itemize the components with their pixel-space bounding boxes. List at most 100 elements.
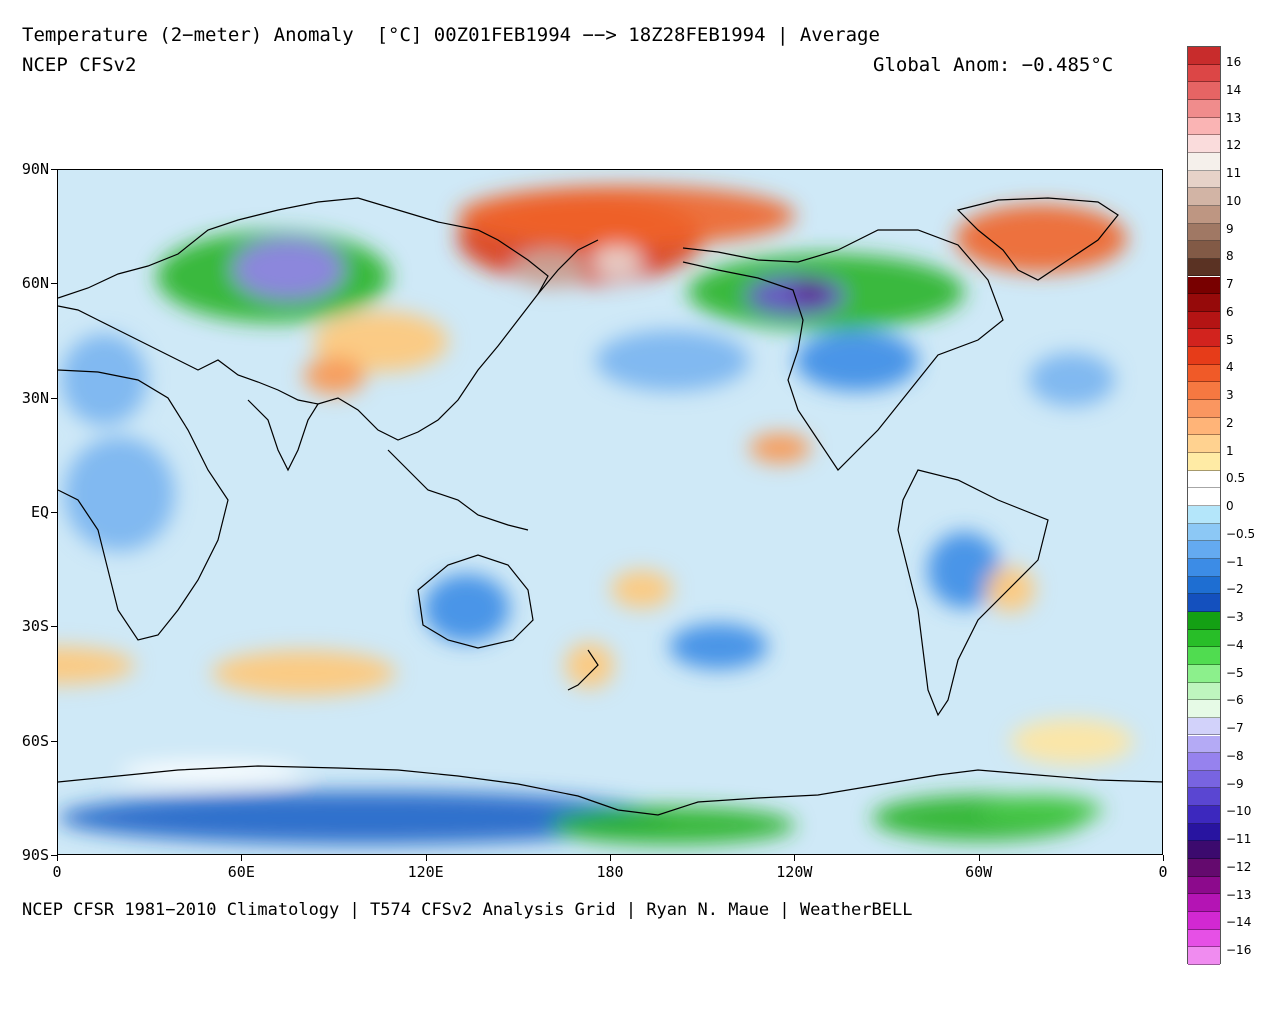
anomaly-region xyxy=(423,573,510,643)
legend-swatch xyxy=(1188,947,1220,965)
anomaly-region xyxy=(927,532,1002,609)
legend-swatch xyxy=(1188,753,1220,771)
india-outline xyxy=(247,399,319,472)
longitude-tick-label: 180 xyxy=(596,863,624,881)
legend-swatch xyxy=(1188,594,1220,612)
credits-footer: NCEP CFSR 1981−2010 Climatology | T574 C… xyxy=(22,900,913,920)
legend-swatch xyxy=(1188,912,1220,930)
legend-label: 12 xyxy=(1226,138,1242,153)
latitude-tick-label: 90S xyxy=(21,846,49,864)
latitude-tick xyxy=(51,397,57,399)
legend-label: −4 xyxy=(1226,637,1244,652)
latitude-tick xyxy=(51,855,57,856)
longitude-tick xyxy=(978,855,980,861)
anomaly-region xyxy=(749,432,811,464)
longitude-tick xyxy=(1163,855,1164,861)
legend-swatch xyxy=(1188,664,1220,683)
legend-label: −12 xyxy=(1226,859,1252,874)
anomaly-region xyxy=(312,311,449,372)
legend-swatch xyxy=(1188,188,1220,206)
legend-swatch xyxy=(1188,806,1220,824)
legend-swatch xyxy=(1188,823,1220,842)
legend-swatch xyxy=(1188,735,1220,754)
legend-label: 5 xyxy=(1226,332,1234,347)
legend-label: −1 xyxy=(1226,554,1244,569)
legend-swatch xyxy=(1188,576,1220,595)
legend-label: −6 xyxy=(1226,693,1244,708)
longitude-tick xyxy=(425,855,427,861)
model-name: NCEP CFSv2 xyxy=(22,54,137,76)
longitude-tick xyxy=(241,855,243,861)
legend-swatch xyxy=(1188,258,1220,277)
latitude-tick xyxy=(51,169,57,170)
legend-swatch xyxy=(1188,682,1220,701)
anomaly-region xyxy=(303,356,366,395)
legend-swatch xyxy=(1188,523,1220,542)
longitude-tick xyxy=(57,855,58,861)
legend-label: 10 xyxy=(1226,193,1242,208)
longitude-tick xyxy=(610,855,611,861)
legend-label: 2 xyxy=(1226,415,1234,430)
anomaly-region xyxy=(792,280,830,304)
longitude-tick xyxy=(794,855,796,861)
legend-swatch xyxy=(1188,64,1220,83)
longitude-tick-label: 0 xyxy=(1158,863,1168,881)
legend-swatch xyxy=(1188,876,1220,895)
legend-swatch xyxy=(1188,117,1220,136)
legend-label: 11 xyxy=(1226,166,1242,180)
legend-label: 14 xyxy=(1226,82,1242,97)
legend-swatch xyxy=(1188,435,1220,454)
legend-label: −10 xyxy=(1226,804,1252,819)
anomaly-region xyxy=(61,333,148,426)
legend-swatch xyxy=(1188,841,1220,860)
greenland-outline xyxy=(956,197,1119,281)
se-asia-outline xyxy=(387,449,529,531)
legend-swatch xyxy=(1188,152,1220,171)
latitude-tick-label: 30S xyxy=(21,617,49,636)
longitude-tick-label: 120E xyxy=(407,863,444,881)
legend-swatch xyxy=(1188,770,1220,789)
anomaly-map xyxy=(57,169,1163,855)
legend-label: −5 xyxy=(1226,665,1244,680)
longitude-tick-label: 60W xyxy=(965,863,993,881)
anomaly-region xyxy=(64,436,175,552)
legend-swatch xyxy=(1188,223,1220,242)
anomaly-region xyxy=(457,185,796,247)
legend-swatch xyxy=(1188,364,1220,383)
legend-swatch xyxy=(1188,135,1220,153)
latitude-tick-label: 60S xyxy=(21,731,49,750)
legend-swatch xyxy=(1188,470,1220,489)
legend-label: −7 xyxy=(1226,721,1244,735)
legend-label: 3 xyxy=(1226,388,1234,402)
latitude-tick-label: EQ xyxy=(30,503,49,521)
south-america-outline xyxy=(897,469,1049,717)
kamchatka-outline xyxy=(537,239,599,295)
anomaly-region xyxy=(955,204,1128,273)
legend-swatch xyxy=(1188,241,1220,259)
anomaly-region xyxy=(58,646,135,685)
legend-swatch xyxy=(1188,717,1220,736)
legend-label: −3 xyxy=(1226,610,1244,624)
anomaly-region xyxy=(233,238,344,300)
legend-swatch xyxy=(1188,700,1220,718)
latitude-tick-label: 30N xyxy=(21,388,49,407)
legend-swatch xyxy=(1188,558,1220,577)
anomaly-field xyxy=(58,170,1162,854)
legend-label: 7 xyxy=(1226,277,1234,291)
legend-swatch xyxy=(1188,541,1220,559)
continent-outlines xyxy=(58,197,1162,816)
anomaly-region xyxy=(58,791,673,845)
new-zealand-outline xyxy=(567,649,599,691)
anomaly-region xyxy=(1028,352,1115,407)
legend-swatch xyxy=(1188,488,1220,506)
legend-swatch xyxy=(1188,170,1220,189)
legend-swatch xyxy=(1188,453,1220,471)
longitude-tick-label: 60E xyxy=(227,863,255,881)
australia-outline xyxy=(417,554,534,649)
legend-swatch xyxy=(1188,276,1220,295)
legend-swatch xyxy=(1188,929,1220,948)
legend-label: 0.5 xyxy=(1226,471,1246,486)
map-title: Temperature (2−meter) Anomaly [°C] 00Z01… xyxy=(22,24,880,46)
longitude-tick-label: 0 xyxy=(52,863,62,881)
legend-swatch xyxy=(1188,629,1220,648)
